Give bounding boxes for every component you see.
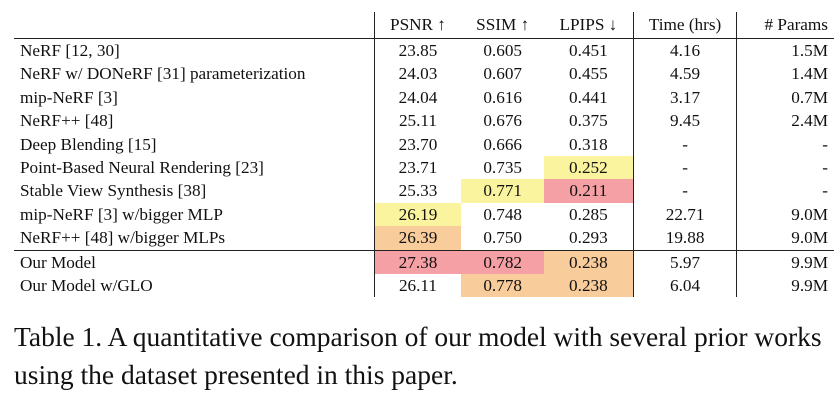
cell-psnr: 24.04: [373, 85, 462, 110]
cell-params: 9.0M: [736, 226, 834, 251]
cell-lpips: 0.375: [569, 111, 608, 131]
header-method: [14, 12, 374, 39]
cell-lpips: 0.293: [569, 228, 608, 248]
cell-time: 4.16: [632, 38, 737, 63]
table-row: NeRF [12, 30] 23.85 0.605 0.451 4.16 1.5M: [14, 38, 834, 63]
cell-time: 22.71: [632, 202, 737, 227]
cell-time: 5.97: [632, 250, 737, 274]
cell-method: NeRF [12, 30]: [20, 41, 120, 61]
header-lpips: LPIPS ↓: [559, 15, 618, 35]
cell-psnr: 27.38: [373, 250, 462, 274]
cell-time: 6.04: [632, 273, 737, 298]
cell-ssim: 0.782: [461, 250, 545, 274]
table-row: NeRF w/ DONeRF [31] parameterization 24.0…: [14, 62, 834, 86]
cell-psnr: 26.11: [373, 273, 462, 298]
cell-lpips: 0.455: [569, 64, 608, 84]
cell-method: Deep Blending [15]: [20, 134, 157, 154]
cell-method: mip-NeRF [3]: [20, 87, 118, 107]
cell-time: -: [632, 179, 737, 203]
cell-time: -: [632, 155, 737, 180]
table-row: Deep Blending [15] 23.70 0.666 0.318 - -: [14, 132, 834, 156]
table-header-row: PSNR ↑ SSIM ↑ LPIPS ↓ Time (hrs) # Param…: [14, 12, 834, 39]
cell-ssim: 0.605: [483, 41, 522, 61]
table-row: Stable View Synthesis [38] 25.33 0.771 0.21…: [14, 179, 834, 203]
cell-method: Point-Based Neural Rendering [23]: [20, 158, 264, 178]
table-caption: Table 1. A quantitative comparison of ou…: [14, 321, 822, 390]
table-row: Our Model w/GLO 26.11 0.778 0.238 6.04 9.9M: [14, 273, 834, 298]
cell-ssim: 0.748: [483, 204, 522, 224]
cell-lpips: 0.318: [569, 134, 608, 154]
cell-method: Stable View Synthesis [38]: [20, 181, 207, 201]
cell-method: Our Model w/GLO: [20, 276, 153, 295]
cell-method: NeRF++ [48]: [20, 111, 114, 131]
cell-psnr: 23.70: [373, 132, 462, 156]
cell-params: 9.9M: [736, 250, 834, 274]
cell-params: 2.4M: [736, 109, 834, 133]
cell-lpips: 0.211: [544, 179, 634, 203]
cell-time: 19.88: [632, 226, 737, 251]
cell-time: 4.59: [632, 62, 737, 86]
cell-ssim: 0.607: [483, 64, 522, 84]
cell-psnr: 23.85: [373, 38, 462, 63]
cell-lpips: 0.238: [544, 273, 634, 298]
cell-psnr: 26.19: [373, 202, 462, 227]
cell-time: 3.17: [632, 85, 737, 110]
header-params: # Params: [736, 12, 834, 39]
cell-method: NeRF++ [48] w/bigger MLPs: [20, 228, 226, 248]
cell-time: -: [632, 132, 737, 156]
header-psnr: PSNR ↑: [373, 12, 462, 39]
cell-lpips: 0.285: [569, 204, 608, 224]
cell-ssim: 0.735: [483, 158, 522, 178]
table-row: Point-Based Neural Rendering [23] 23.71 0.…: [14, 155, 834, 180]
cell-time: 9.45: [632, 109, 737, 133]
cell-lpips: 0.252: [544, 155, 634, 180]
table-body: NeRF [12, 30] 23.85 0.605 0.451 4.16 1.5M NeRF…: [14, 38, 834, 298]
table-row: mip-NeRF [3] 24.04 0.616 0.441 3.17 0.7M: [14, 85, 834, 110]
cell-psnr: 25.11: [373, 109, 462, 133]
cell-method: mip-NeRF [3] w/bigger MLP: [20, 204, 223, 224]
cell-ssim: 0.750: [483, 228, 522, 248]
cell-psnr: 23.71: [373, 155, 462, 180]
table-row: NeRF++ [48] 25.11 0.676 0.375 9.45 2.4M: [14, 109, 834, 133]
cell-params: -: [736, 155, 834, 180]
cell-psnr: 25.33: [373, 179, 462, 203]
cell-ssim: 0.771: [461, 179, 545, 203]
header-ssim: SSIM ↑: [476, 15, 530, 35]
results-table: PSNR ↑ SSIM ↑ LPIPS ↓ Time (hrs) # Param…: [14, 12, 834, 298]
header-time: Time (hrs): [632, 12, 737, 39]
table-row: NeRF++ [48] w/bigger MLPs 26.39 0.750 0.293…: [14, 226, 834, 251]
cell-ssim: 0.666: [483, 134, 522, 154]
cell-lpips: 0.451: [569, 41, 608, 61]
cell-ssim: 0.676: [483, 111, 522, 131]
cell-lpips: 0.441: [569, 87, 608, 107]
cell-psnr: 26.39: [373, 226, 462, 251]
cell-params: 9.9M: [736, 273, 834, 298]
cell-lpips: 0.238: [544, 250, 634, 274]
cell-psnr: 24.03: [373, 62, 462, 86]
cell-params: 1.5M: [736, 38, 834, 63]
cell-params: -: [736, 132, 834, 156]
cell-method: Our Model: [20, 252, 96, 272]
table-row: Our Model 27.38 0.782 0.238 5.97 9.9M: [14, 250, 834, 274]
cell-params: -: [736, 179, 834, 203]
cell-ssim: 0.778: [461, 273, 545, 298]
cell-ssim: 0.616: [483, 87, 522, 107]
cell-params: 9.0M: [736, 202, 834, 227]
table-row: mip-NeRF [3] w/bigger MLP 26.19 0.748 0.285…: [14, 202, 834, 227]
cell-params: 1.4M: [736, 62, 834, 86]
cell-params: 0.7M: [736, 85, 834, 110]
cell-method: NeRF w/ DONeRF [31] parameterization: [20, 64, 306, 84]
